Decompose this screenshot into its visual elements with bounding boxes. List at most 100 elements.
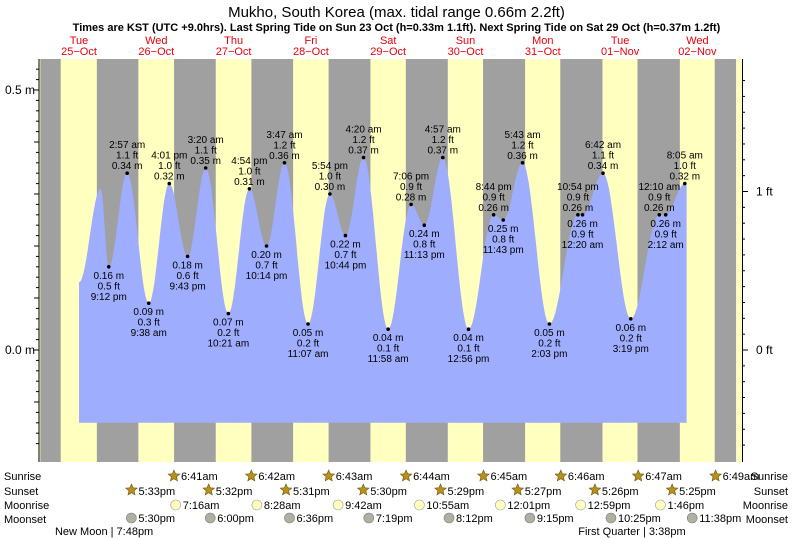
tide-label: 1.0 ft [238, 166, 260, 177]
left-axis: 0.5 m 0.0 m [5, 59, 40, 462]
day-name: Sun [456, 35, 476, 47]
tide-point [576, 213, 580, 217]
moon-phase-label: New Moon | 7:48pm [55, 526, 153, 538]
moonset-time: 10:25pm [618, 513, 661, 525]
moonset-time: 9:15pm [537, 513, 574, 525]
moonrise-time: 7:16am [183, 500, 220, 512]
tide-label: 0.30 m [315, 182, 346, 193]
tide-point [282, 161, 287, 165]
day-date: 28−Oct [293, 46, 329, 58]
tide-point [547, 322, 552, 326]
tide-label: 0.2 ft [620, 333, 642, 344]
tide-point [683, 181, 687, 186]
night-band [40, 59, 61, 462]
tide-label: 5:54 pm [312, 161, 348, 172]
sunrise-icon [476, 469, 490, 482]
tide-label: 0.37 m [348, 146, 379, 157]
tide-point [657, 213, 662, 217]
sunset-row-label: Sunset [4, 486, 38, 498]
tide-label: 12:10 am [638, 182, 680, 193]
tide-label: 0.8 ft [492, 235, 514, 246]
tide-label: 2:03 pm [531, 349, 567, 360]
right-axis-tick-label: 1 ft [756, 185, 773, 199]
moonrise-icon [575, 499, 586, 511]
tide-label: 0.35 m [190, 156, 221, 167]
tide-label: 0.28 m [396, 192, 427, 203]
tide-label: 0.06 m [615, 323, 646, 334]
tide-label: 1.2 ft [352, 135, 374, 146]
tide-point [361, 155, 366, 160]
sunrise-icon [167, 469, 181, 482]
tide-point [422, 223, 427, 227]
tide-label: 3:19 pm [613, 344, 649, 355]
sunset-time: 5:32pm [216, 486, 253, 498]
tide-point [628, 317, 633, 321]
tide-point [440, 155, 445, 160]
day-name: Tue [70, 35, 89, 47]
tide-label: 0.34 m [112, 161, 143, 172]
day-date: 02−Nov [678, 46, 717, 58]
tide-label: 0.26 m [563, 203, 594, 214]
tide-label: 1.0 ft [158, 161, 180, 172]
sunrise-icon [322, 469, 336, 482]
tide-label: 0.20 m [251, 250, 282, 261]
tide-label: 3:47 am [266, 130, 302, 141]
tide-label: 4:20 am [345, 125, 381, 136]
day-date: 30−Oct [448, 46, 484, 58]
day-name: Thu [224, 35, 243, 47]
right-axis-tick-label: 0 ft [756, 343, 773, 357]
tide-label: 7:06 pm [393, 171, 429, 182]
sunrise-time: 6:47am [645, 471, 682, 483]
tide-label: 0.6 ft [176, 271, 198, 282]
moonset-icon [284, 512, 295, 524]
tide-label: 10:14 pm [246, 271, 288, 282]
tide-label: 1.2 ft [511, 140, 533, 151]
tide-label: 1.2 ft [432, 135, 454, 146]
tide-point [306, 322, 310, 326]
day-name: Tue [611, 35, 630, 47]
tide-label: 4:54 pm [231, 156, 267, 167]
tide-point [580, 213, 585, 217]
moonrise-time: 9:42am [345, 500, 382, 512]
tide-point [466, 327, 471, 332]
moonset-row-label-right: Moonset [746, 514, 788, 526]
tide-label: 0.36 m [507, 151, 538, 162]
right-axis: 1 ft 0 ft [742, 59, 773, 462]
row-labels-right: Sunrise Sunset Moonrise Moonset [743, 471, 788, 526]
moonset-icon [524, 512, 536, 524]
tide-label: 2:57 am [109, 140, 145, 151]
moonset-time: 6:36pm [297, 513, 334, 525]
tide-point [167, 181, 172, 186]
sunrise-time: 6:45am [490, 471, 527, 483]
tide-label: 11:13 pm [404, 250, 445, 261]
moonset-icon [126, 512, 137, 524]
sunset-time: 5:33pm [139, 486, 176, 498]
moonrise-time: 8:28am [264, 500, 301, 512]
tide-label: 1.0 ft [674, 161, 696, 172]
tide-point [343, 233, 348, 238]
moonset-time: 5:30pm [138, 513, 175, 525]
tide-point [491, 213, 496, 217]
moonset-time: 11:38pm [699, 513, 741, 525]
tide-point [185, 254, 190, 259]
sunrise-time: 6:41am [181, 471, 218, 483]
row-labels-left: Sunrise Sunset Moonrise Moonset [4, 471, 49, 526]
plot-area: 0.16 m0.5 ft9:12 pm2:57 am1.1 ft0.34 m0.… [39, 59, 742, 462]
tide-point [203, 166, 208, 170]
tide-label: 4:01 pm [151, 151, 187, 162]
tide-label: 11:43 pm [483, 245, 524, 256]
day-date: 29−Oct [370, 46, 406, 58]
day-headers: Tue25−OctWed26−OctThu27−OctFri28−OctSat2… [61, 35, 717, 58]
tide-point [264, 244, 269, 248]
moonset-time: 7:19pm [376, 513, 413, 525]
moonrise-icon [495, 499, 506, 511]
tide-label: 1.1 ft [592, 151, 614, 162]
moonset-icon [443, 512, 455, 524]
sunrise-row-label-right: Sunrise [751, 471, 788, 483]
tide-label: 6:42 am [585, 140, 621, 151]
tide-label: 1.0 ft [319, 172, 341, 183]
sunset-icon [588, 483, 602, 496]
tide-label: 5:43 am [504, 130, 540, 141]
tide-label: 0.7 ft [255, 261, 277, 272]
